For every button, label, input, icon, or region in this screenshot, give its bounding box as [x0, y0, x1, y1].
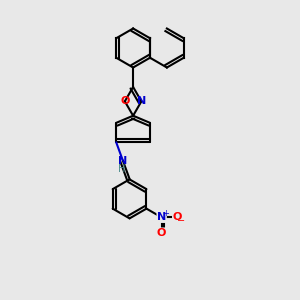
- Text: +: +: [162, 209, 169, 218]
- Text: N: N: [118, 156, 128, 166]
- Text: O: O: [157, 228, 166, 238]
- Text: N: N: [157, 212, 166, 222]
- Text: O: O: [120, 96, 130, 106]
- Text: H: H: [118, 164, 125, 175]
- Text: −: −: [177, 216, 185, 226]
- Text: O: O: [172, 212, 182, 222]
- Text: N: N: [137, 96, 146, 106]
